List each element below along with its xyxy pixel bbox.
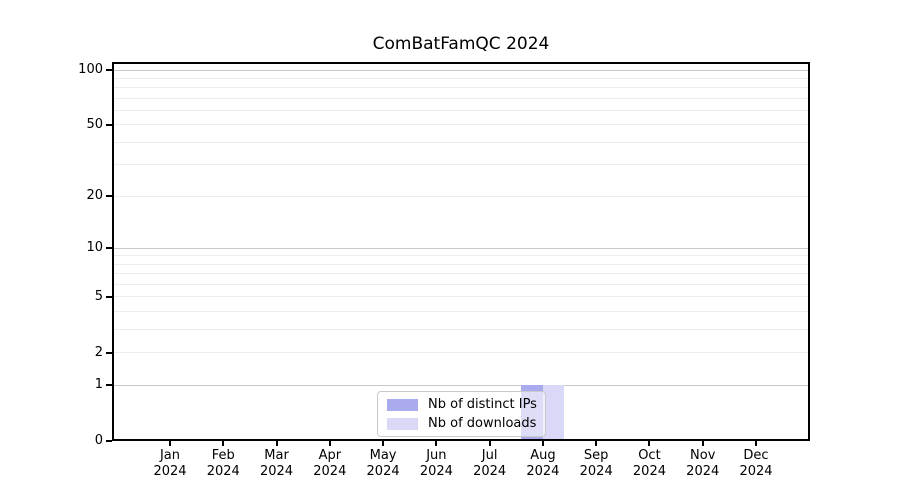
y-tick-label: 10 xyxy=(86,240,103,256)
legend-item: Nb of distinct IPs xyxy=(387,396,537,412)
gridline-minor xyxy=(112,284,810,286)
y-tick-label: 100 xyxy=(78,62,103,77)
x-tick-label: May 2024 xyxy=(366,448,400,479)
x-tick-mark xyxy=(648,441,651,446)
x-tick-label: Jul 2024 xyxy=(473,448,507,479)
x-tick-mark xyxy=(435,441,438,446)
x-tick-label: Dec 2024 xyxy=(739,448,773,479)
y-tick-label: 0 xyxy=(94,433,103,448)
gridline-minor xyxy=(112,195,810,197)
x-tick-label: Jan 2024 xyxy=(153,448,187,479)
y-tick-mark xyxy=(106,295,112,298)
bar-downloads xyxy=(542,385,565,441)
y-tick-mark xyxy=(106,384,112,387)
legend-swatch xyxy=(387,417,418,430)
x-tick-mark xyxy=(275,441,278,446)
gridline-minor xyxy=(112,311,810,313)
x-tick-label: Oct 2024 xyxy=(632,448,666,479)
gridline-minor xyxy=(112,329,810,331)
gridline-major xyxy=(112,384,810,386)
gridline-major xyxy=(112,247,810,249)
gridline-minor xyxy=(112,141,810,143)
gridline-minor xyxy=(112,255,810,257)
x-tick-label: Mar 2024 xyxy=(259,448,294,479)
y-tick-mark xyxy=(106,69,112,71)
legend-label: Nb of distinct IPs xyxy=(428,396,537,412)
x-tick-mark xyxy=(328,441,331,446)
x-tick-mark xyxy=(169,441,171,446)
gridline-minor xyxy=(112,273,810,275)
x-tick-mark xyxy=(595,441,598,446)
plot-area: 0 1 2 5 10 20 50 100 Jan 2024 Feb 2024 Mar 2024 Apr 202… xyxy=(78,62,810,479)
x-tick-label: Apr 2024 xyxy=(313,448,347,479)
gridline-minor xyxy=(112,352,810,354)
y-tick-label: 5 xyxy=(94,288,103,304)
legend-swatch xyxy=(387,398,418,411)
y-tick-label: 50 xyxy=(86,116,103,132)
x-tick-label: Jun 2024 xyxy=(419,448,453,479)
gridline-minor xyxy=(112,97,810,99)
gridline-major xyxy=(112,69,810,71)
legend-item: Nb of downloads xyxy=(387,415,537,431)
gridline-minor xyxy=(112,296,810,298)
x-tick-mark xyxy=(701,441,704,446)
legend: Nb of distinct IPs Nb of downloads xyxy=(377,391,546,437)
x-tick-mark xyxy=(222,441,225,446)
x-tick-label: Sep 2024 xyxy=(579,448,613,479)
gridline-minor xyxy=(112,164,810,166)
x-tick-mark xyxy=(541,441,544,446)
gridline-minor xyxy=(112,87,810,89)
y-tick-label: 1 xyxy=(94,377,103,393)
chart-title: ComBatFamQC 2024 xyxy=(372,34,550,54)
x-tick-label: Nov 2024 xyxy=(686,448,720,479)
gridline-minor xyxy=(112,124,810,126)
y-tick-mark xyxy=(106,247,112,250)
y-tick-label: 2 xyxy=(94,344,103,360)
x-tick-mark xyxy=(382,441,385,446)
x-tick-label: Feb 2024 xyxy=(206,448,240,479)
y-tick-mark xyxy=(106,195,112,198)
y-tick-mark xyxy=(106,123,112,126)
gridline-minor xyxy=(112,110,810,112)
x-tick-mark xyxy=(488,441,491,446)
gridline-minor xyxy=(112,77,810,79)
y-tick-label: 20 xyxy=(86,188,103,204)
gridline-minor xyxy=(112,263,810,265)
legend-label: Nb of downloads xyxy=(428,415,537,431)
y-tick-mark xyxy=(106,440,112,442)
x-tick-label: Aug 2024 xyxy=(526,448,560,479)
y-tick-mark xyxy=(106,351,112,354)
x-tick-mark xyxy=(755,441,757,446)
